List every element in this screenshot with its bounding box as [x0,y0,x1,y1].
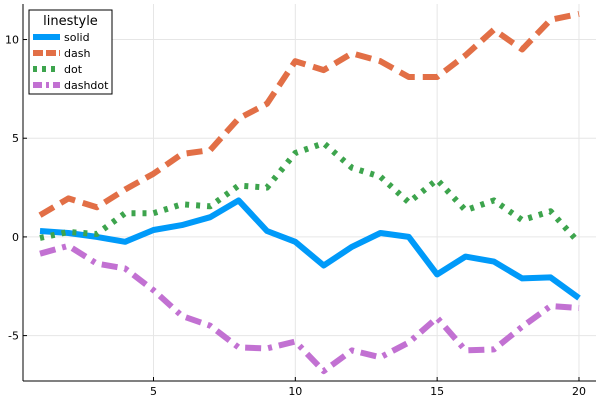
legend-label-dashdot: dashdot [64,79,109,92]
legend-box [28,9,113,95]
x-tick-label-0: 5 [150,385,157,398]
legend-label-solid: solid [64,31,90,44]
tick-labels: 5 10 15 20 -5 0 5 10 [5,34,586,398]
y-tick-label-1: 0 [12,231,19,244]
series-line-solid [39,197,581,301]
legend-label-dash: dash [64,47,90,60]
x-tick-label-2: 15 [430,385,444,398]
grid [23,4,596,381]
series-line-dash [38,10,580,218]
y-tick-label-0: -5 [8,330,19,343]
axes [22,4,596,382]
legend-title: linestyle [43,14,98,29]
series-line-dashdot [39,242,580,375]
series-lines [38,10,582,375]
x-tick-label-3: 20 [572,385,586,398]
legend-label-dot: dot [64,63,83,76]
series-line-dot [39,140,582,245]
x-tick-label-1: 10 [288,385,302,398]
y-tick-label-2: 5 [12,132,19,145]
y-tick-label-3: 10 [5,34,19,47]
